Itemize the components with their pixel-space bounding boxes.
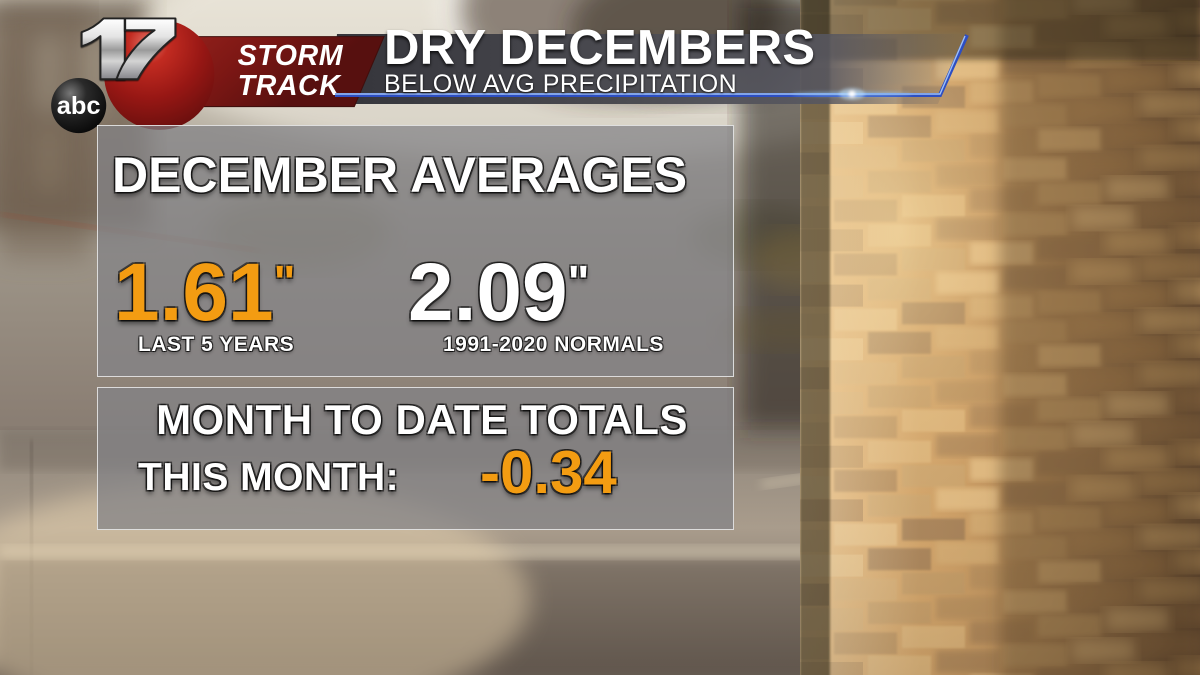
svg-text:STORM: STORM xyxy=(238,40,344,72)
svg-text:TRACK: TRACK xyxy=(238,70,343,102)
svg-text:abc: abc xyxy=(57,92,101,120)
